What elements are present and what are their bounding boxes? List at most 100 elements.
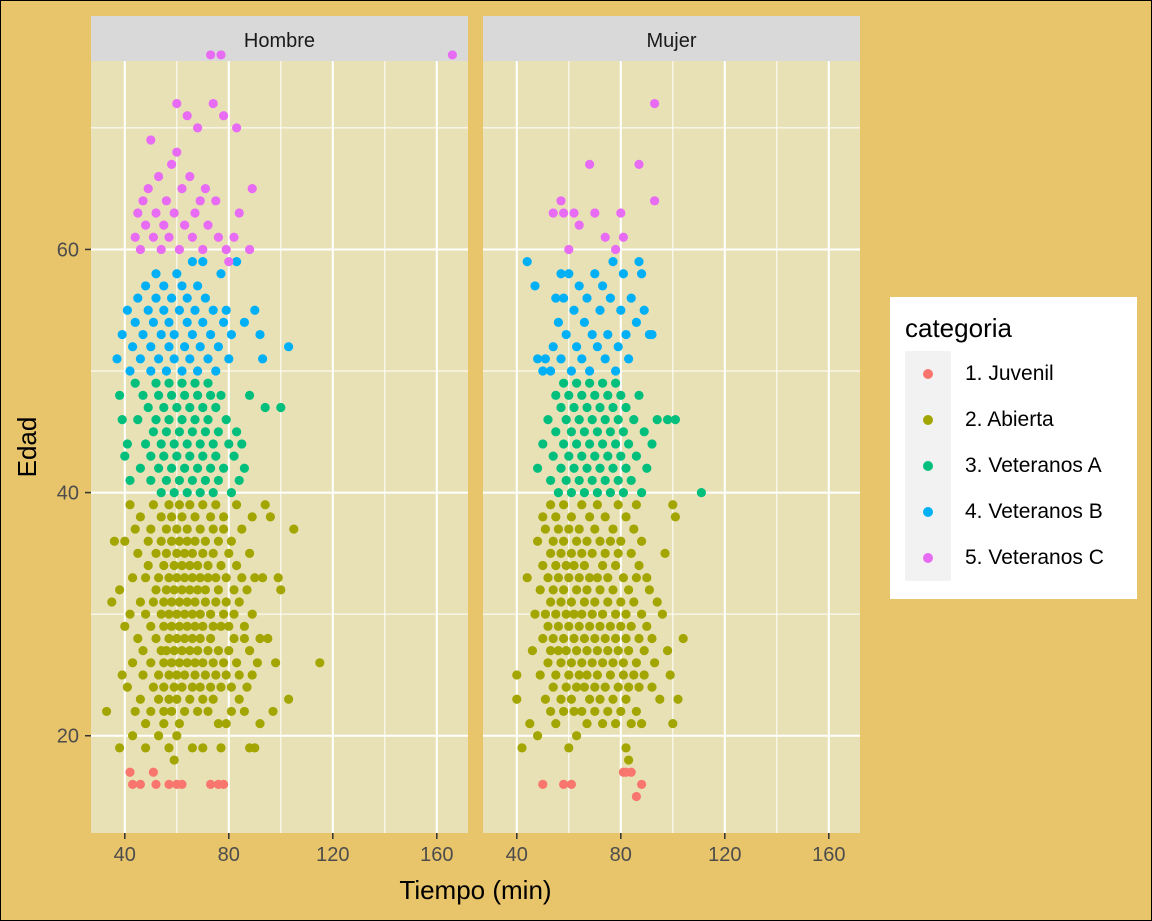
data-point bbox=[198, 694, 208, 704]
legend-key-veteranos-b bbox=[905, 489, 951, 535]
data-point bbox=[112, 354, 122, 364]
data-point bbox=[203, 378, 213, 388]
data-point bbox=[655, 694, 665, 704]
data-point bbox=[151, 293, 161, 303]
legend-label-veteranos-b: 4. Veteranos B bbox=[965, 500, 1103, 523]
data-point bbox=[138, 390, 148, 400]
data-point bbox=[608, 524, 618, 534]
data-point bbox=[177, 585, 187, 595]
data-point bbox=[598, 609, 608, 619]
data-point bbox=[133, 633, 143, 644]
data-point bbox=[533, 463, 543, 473]
data-point bbox=[611, 609, 621, 619]
data-point bbox=[647, 682, 657, 692]
data-point bbox=[193, 281, 203, 291]
data-point bbox=[187, 475, 197, 486]
data-point bbox=[203, 573, 213, 583]
data-point bbox=[187, 609, 197, 619]
data-point bbox=[224, 256, 234, 267]
data-point bbox=[216, 743, 226, 753]
data-point bbox=[133, 293, 143, 303]
data-point bbox=[590, 269, 600, 279]
data-point bbox=[117, 329, 127, 340]
data-point bbox=[585, 159, 595, 169]
data-point bbox=[587, 415, 597, 425]
data-point bbox=[559, 208, 569, 218]
data-point bbox=[696, 487, 707, 498]
data-point bbox=[637, 487, 647, 498]
data-point bbox=[631, 658, 642, 668]
data-point bbox=[637, 779, 647, 789]
data-point bbox=[156, 512, 166, 522]
data-point bbox=[546, 646, 556, 656]
data-point bbox=[543, 415, 553, 425]
data-point bbox=[198, 743, 208, 753]
x-tick-label: 160 bbox=[812, 844, 845, 866]
data-point bbox=[647, 633, 657, 644]
data-point bbox=[172, 402, 182, 413]
data-point bbox=[143, 305, 153, 315]
data-point bbox=[164, 342, 174, 352]
data-point bbox=[193, 646, 203, 656]
data-point bbox=[211, 670, 221, 680]
data-point bbox=[203, 220, 213, 230]
data-point bbox=[245, 244, 255, 255]
data-point bbox=[128, 342, 138, 352]
legend-label-juvenil: 1. Juvenil bbox=[965, 362, 1054, 385]
data-point bbox=[125, 500, 135, 510]
data-point bbox=[559, 706, 569, 717]
data-point bbox=[569, 560, 579, 571]
data-point bbox=[128, 779, 138, 789]
data-point bbox=[185, 585, 195, 595]
data-point bbox=[172, 147, 182, 157]
data-point bbox=[128, 573, 138, 583]
data-point bbox=[172, 573, 182, 583]
data-point bbox=[600, 682, 610, 692]
data-point bbox=[527, 646, 538, 656]
data-point bbox=[193, 585, 203, 595]
data-point bbox=[561, 560, 571, 571]
facet-strip bbox=[91, 16, 468, 61]
data-point bbox=[187, 743, 197, 753]
data-point bbox=[180, 390, 190, 400]
data-point bbox=[193, 366, 203, 376]
data-point bbox=[624, 682, 634, 692]
data-point bbox=[603, 390, 613, 400]
data-point bbox=[185, 560, 195, 571]
data-point bbox=[268, 706, 278, 717]
data-point bbox=[219, 463, 229, 473]
data-point bbox=[626, 621, 636, 631]
data-point bbox=[174, 621, 184, 631]
data-point bbox=[239, 317, 249, 327]
data-point bbox=[577, 451, 587, 461]
data-point bbox=[234, 475, 244, 486]
data-point bbox=[245, 390, 255, 400]
data-point bbox=[538, 560, 548, 571]
data-point bbox=[151, 208, 161, 218]
data-point bbox=[608, 694, 618, 704]
data-point bbox=[585, 694, 595, 704]
data-point bbox=[559, 536, 569, 546]
data-point bbox=[577, 548, 587, 558]
data-point bbox=[130, 524, 140, 534]
data-point bbox=[626, 767, 636, 777]
data-point bbox=[590, 524, 600, 534]
data-point bbox=[250, 743, 260, 753]
data-point bbox=[546, 597, 556, 607]
data-point bbox=[206, 329, 216, 340]
data-point bbox=[185, 451, 195, 461]
data-point bbox=[229, 585, 239, 595]
data-point bbox=[151, 585, 161, 595]
data-point bbox=[226, 329, 236, 340]
data-point bbox=[533, 731, 543, 741]
data-point bbox=[626, 293, 636, 303]
legend-key-juvenil bbox=[905, 351, 951, 397]
data-point bbox=[585, 621, 595, 631]
data-point bbox=[245, 548, 255, 558]
data-point bbox=[146, 135, 156, 145]
data-point bbox=[639, 670, 649, 680]
legend-marker bbox=[923, 461, 933, 471]
data-point bbox=[618, 573, 629, 583]
data-point bbox=[146, 342, 156, 352]
data-point bbox=[154, 463, 164, 473]
